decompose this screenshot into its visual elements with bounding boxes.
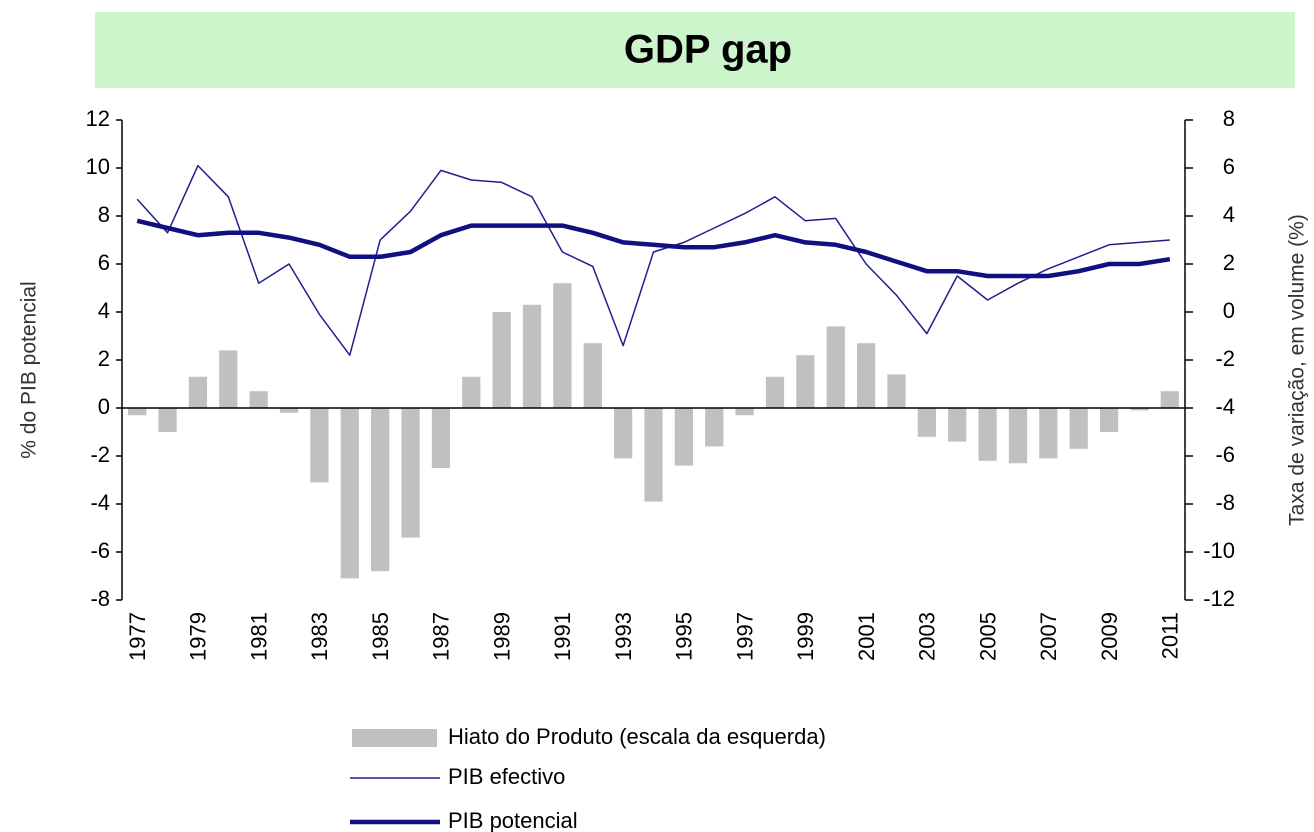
y2-tick-label: 2	[1223, 250, 1235, 275]
legend-label: PIB efectivo	[448, 764, 565, 789]
bar	[188, 376, 208, 408]
bar	[826, 326, 845, 408]
y2-tick-label: 6	[1223, 154, 1235, 179]
x-tick-label: 1987	[429, 612, 454, 661]
bar	[1008, 408, 1028, 464]
x-tick-label: 1981	[246, 612, 271, 661]
x-tick-label: 1979	[186, 612, 211, 661]
bar	[401, 408, 420, 538]
bar	[158, 408, 177, 432]
bar	[1069, 408, 1088, 449]
legend-swatch	[352, 729, 437, 747]
chart-title: GDP gap	[624, 28, 792, 72]
legend-label: PIB potencial	[448, 808, 578, 832]
bar	[219, 350, 238, 408]
y2-tick-label: 0	[1223, 298, 1235, 323]
x-tick-label: 1999	[793, 612, 818, 661]
y-axis-title: % do PIB potencial	[18, 281, 41, 458]
y2-tick-label: -4	[1215, 394, 1235, 419]
y-tick-label: 6	[98, 250, 110, 275]
x-tick-label: 2007	[1036, 612, 1061, 661]
y2-tick-label: -6	[1215, 442, 1235, 467]
y2-tick-label: -10	[1203, 538, 1235, 563]
bar	[371, 408, 390, 572]
bar	[522, 304, 542, 408]
bar	[462, 376, 481, 408]
bar	[1130, 408, 1149, 411]
y-tick-label: -2	[90, 442, 110, 467]
legend-label: Hiato do Produto (escala da esquerda)	[448, 724, 826, 749]
bar	[856, 343, 876, 408]
y-tick-label: 10	[86, 154, 110, 179]
x-tick-label: 1995	[672, 612, 697, 661]
bar	[1039, 408, 1058, 459]
x-tick-label: 1983	[307, 612, 332, 661]
y-tick-label: 12	[86, 106, 110, 131]
x-tick-label: 2001	[854, 612, 879, 661]
bar	[492, 312, 511, 408]
bar	[279, 408, 299, 413]
bar	[431, 408, 451, 468]
y-tick-label: -8	[90, 586, 110, 611]
bar	[553, 283, 572, 408]
bar	[765, 376, 785, 408]
bar	[948, 408, 967, 442]
bar	[1099, 408, 1119, 432]
bar	[614, 408, 633, 459]
bar	[128, 408, 147, 416]
y2-tick-label: -12	[1203, 586, 1235, 611]
x-tick-label: 1977	[125, 612, 150, 661]
bar	[583, 343, 602, 408]
y-tick-label: 8	[98, 202, 110, 227]
x-tick-label: 1985	[368, 612, 393, 661]
y-tick-label: 2	[98, 346, 110, 371]
title-box	[95, 12, 1295, 88]
bar	[310, 408, 329, 483]
y2-tick-label: 4	[1223, 202, 1235, 227]
line	[136, 164, 1170, 356]
bar	[644, 408, 663, 502]
line	[136, 218, 1171, 279]
bar	[249, 391, 268, 408]
y2-tick-label: 8	[1223, 106, 1235, 131]
x-tick-label: 2009	[1097, 612, 1122, 661]
x-tick-label: 1991	[550, 612, 575, 661]
bar	[340, 408, 359, 579]
y2-tick-label: -8	[1215, 490, 1235, 515]
bar	[674, 408, 693, 466]
y-tick-label: 0	[98, 394, 110, 419]
y-tick-label: -4	[90, 490, 110, 515]
x-tick-label: 1993	[611, 612, 636, 661]
bar	[978, 408, 997, 461]
y-tick-label: 4	[98, 298, 110, 323]
bar	[705, 408, 724, 447]
y2-axis-title: Taxa de variação, em volume (%)	[1286, 214, 1309, 526]
y2-tick-label: -2	[1215, 346, 1235, 371]
bar	[796, 355, 815, 408]
bar	[1160, 391, 1179, 408]
x-tick-label: 2011	[1158, 612, 1183, 659]
bar	[735, 408, 754, 416]
x-tick-label: 2003	[915, 612, 940, 661]
x-tick-label: 1997	[732, 612, 757, 661]
x-tick-label: 2005	[975, 612, 1000, 661]
bar	[917, 408, 936, 437]
bar	[887, 374, 906, 408]
y-tick-label: -6	[90, 538, 110, 563]
x-tick-label: 1989	[489, 612, 514, 661]
